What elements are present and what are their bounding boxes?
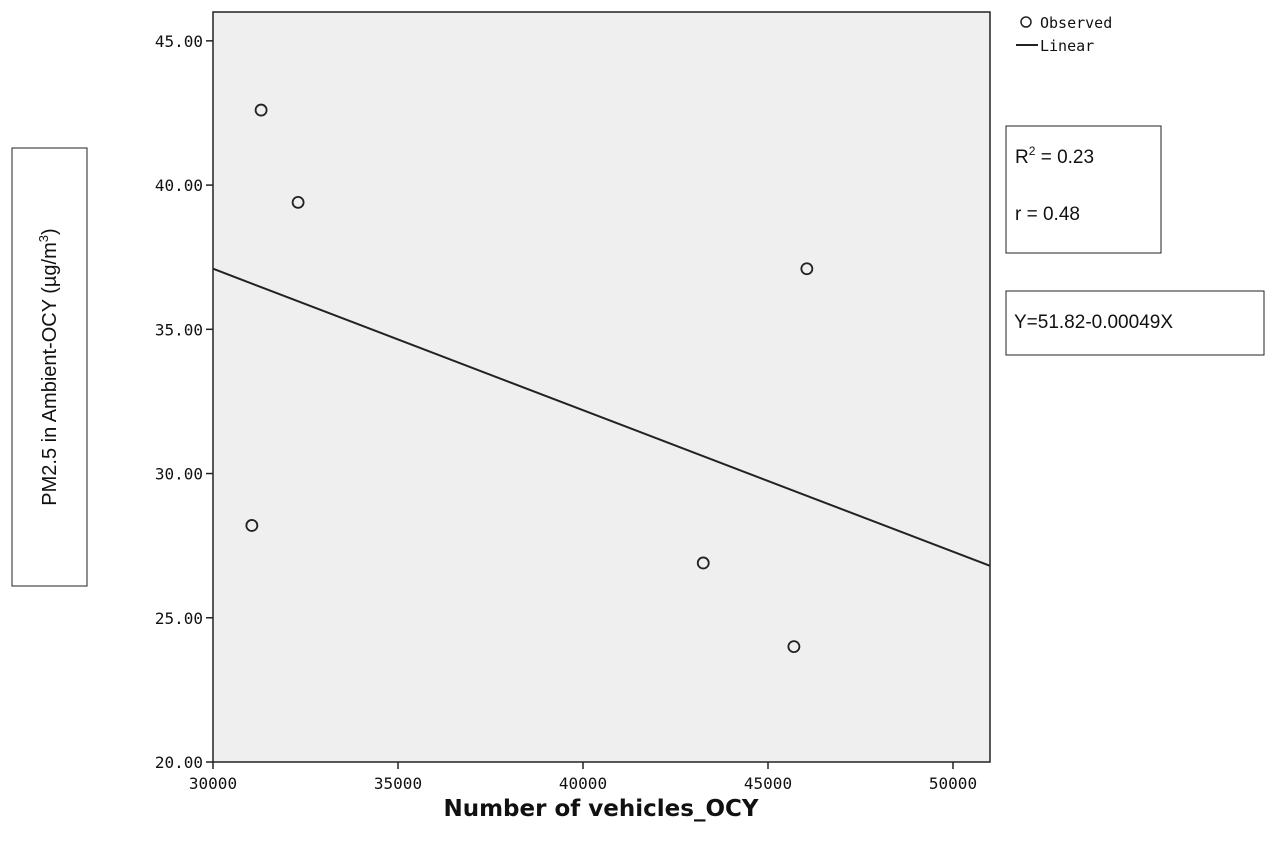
y-axis-label-box: PM2.5 in Ambient-OCY (µg/m3) (11, 147, 88, 587)
observed-point (291, 195, 305, 209)
r-text: r = 0.48 (1015, 204, 1080, 225)
y-label-frame (11, 147, 88, 587)
y-tick-label: 20.00 (155, 753, 203, 772)
x-tick-label: 40000 (559, 774, 607, 793)
r-squared-sup: 2 (1029, 144, 1036, 158)
y-tick-label: 35.00 (155, 320, 203, 339)
observed-point (245, 519, 259, 532)
equation-box: Y=51.82-0.00049X (1005, 290, 1265, 356)
x-tick-label: 45000 (744, 774, 792, 793)
y-axis-label: PM2.5 in Ambient-OCY (µg/m3) (36, 228, 61, 505)
y-tick-label: 30.00 (155, 465, 203, 484)
stats-box: R2 = 0.23 r = 0.48 (1005, 125, 1162, 254)
observed-point (254, 103, 268, 117)
observed-point (800, 262, 814, 276)
observed-point (787, 640, 801, 654)
observed-point (696, 556, 710, 570)
legend: Observed Linear (1016, 14, 1112, 55)
equation-box-frame (1005, 290, 1265, 356)
x-axis: 30000 35000 40000 45000 50000 (189, 762, 977, 793)
legend-observed-label: Observed (1040, 14, 1112, 32)
stats-box-frame (1005, 125, 1162, 254)
y-tick-label: 45.00 (155, 32, 203, 51)
observed-points (245, 103, 814, 654)
r-squared-base: R (1015, 147, 1029, 168)
y-label-unit: µg/m (39, 242, 61, 287)
y-axis: 20.00 25.00 30.00 35.00 40.00 45.00 (155, 32, 213, 772)
legend-observed-marker (1020, 16, 1032, 28)
legend-linear-label: Linear (1040, 37, 1094, 55)
r-squared-text: R2 = 0.23 (1015, 144, 1094, 168)
x-tick-label: 35000 (374, 774, 422, 793)
x-tick-label: 50000 (929, 774, 977, 793)
linear-fit-line (212, 267, 991, 567)
x-tick-label: 30000 (189, 774, 237, 793)
equation-text: Y=51.82-0.00049X (1014, 312, 1173, 333)
y-label-sup: 3 (36, 235, 51, 242)
x-axis-label: Number of vehicles_OCY (443, 796, 758, 822)
y-label-prefix: PM2.5 in Ambient-OCY ( (39, 287, 61, 506)
y-label-suffix: ) (39, 228, 61, 235)
r-squared-value: = 0.23 (1035, 147, 1094, 168)
plot-area (212, 11, 991, 763)
y-tick-label: 25.00 (155, 609, 203, 628)
y-tick-label: 40.00 (155, 176, 203, 195)
